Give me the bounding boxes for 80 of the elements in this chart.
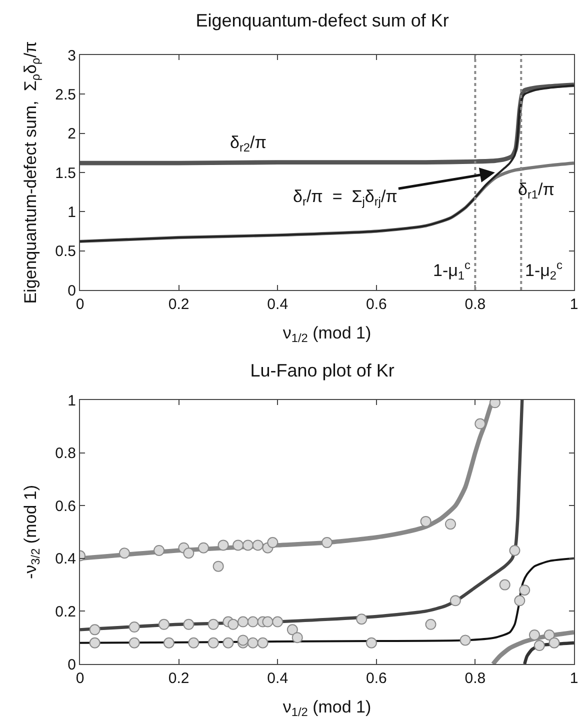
point bbox=[252, 540, 264, 551]
point bbox=[89, 624, 100, 636]
point bbox=[128, 622, 140, 633]
point bbox=[158, 618, 170, 630]
point bbox=[247, 637, 258, 648]
point bbox=[238, 616, 249, 628]
point bbox=[89, 637, 100, 648]
point bbox=[544, 629, 555, 640]
y-tick-label: 0.2 bbox=[55, 603, 76, 620]
annotation: δ$_{r2}$/π bbox=[230, 133, 266, 155]
point bbox=[232, 540, 244, 551]
line-series bbox=[80, 84, 574, 242]
x-tick-label: 0.6 bbox=[366, 296, 387, 313]
point bbox=[548, 637, 560, 648]
y-tick-label: 0.6 bbox=[55, 498, 76, 515]
x-axis-title: ν$_{1/2}$ (mod 1) bbox=[282, 323, 372, 345]
point bbox=[198, 542, 209, 554]
y-tick-label: 2 bbox=[68, 126, 76, 143]
x-tick-label: 0.2 bbox=[168, 670, 190, 687]
y-tick-label: 2.5 bbox=[55, 86, 76, 104]
point bbox=[509, 544, 520, 556]
point bbox=[528, 629, 540, 640]
x-tick-label: 0.4 bbox=[267, 670, 288, 687]
point bbox=[154, 544, 165, 556]
y-tick-label: 0.8 bbox=[55, 445, 76, 462]
point bbox=[425, 618, 436, 630]
point bbox=[128, 637, 140, 648]
y-tick-label: 0.5 bbox=[55, 243, 76, 260]
x-tick-label: 0.2 bbox=[168, 296, 190, 313]
point bbox=[218, 540, 229, 551]
x-tick-label: 0.8 bbox=[464, 296, 486, 313]
point bbox=[208, 618, 219, 630]
point bbox=[514, 595, 526, 606]
x-tick-label: 0.4 bbox=[267, 296, 288, 313]
line-series bbox=[490, 630, 574, 664]
point bbox=[445, 518, 456, 530]
point bbox=[499, 579, 510, 590]
x-tick-label: 0.6 bbox=[366, 670, 387, 687]
point bbox=[292, 632, 303, 644]
x-tick-label: 1 bbox=[570, 670, 578, 687]
point bbox=[242, 540, 254, 551]
x-axis-title: ν$_{1/2}$ (mod 1) bbox=[282, 697, 372, 719]
point bbox=[267, 537, 278, 548]
point bbox=[212, 560, 224, 572]
point bbox=[238, 634, 249, 646]
y-tick-label: 1.5 bbox=[55, 164, 76, 182]
y-tick-label: 1 bbox=[68, 392, 76, 410]
point bbox=[450, 595, 461, 606]
point bbox=[163, 637, 174, 648]
y-tick-label: 1 bbox=[68, 204, 76, 221]
point bbox=[460, 634, 471, 646]
point bbox=[474, 418, 486, 430]
point bbox=[183, 618, 194, 630]
annotation: δ$_{r}$/π = Σ$_{j}$δ$_{rj}$/π bbox=[293, 187, 398, 209]
point bbox=[534, 640, 545, 652]
point bbox=[188, 637, 200, 648]
point bbox=[519, 584, 530, 596]
point bbox=[228, 618, 239, 630]
chart-title: Lu-Fano plot of Kr bbox=[250, 360, 394, 380]
y-tick-label: 0.4 bbox=[55, 550, 76, 568]
point bbox=[356, 614, 368, 625]
y-tick-label: 3 bbox=[68, 47, 76, 64]
point bbox=[257, 637, 268, 648]
x-tick-label: 1 bbox=[570, 296, 578, 313]
point bbox=[222, 637, 234, 648]
point bbox=[208, 637, 219, 648]
point bbox=[272, 616, 284, 628]
point bbox=[262, 616, 274, 628]
chart-title: Eigenquantum-defect sum of Kr bbox=[196, 10, 449, 30]
point bbox=[420, 516, 432, 527]
y-tick-label: 0 bbox=[68, 656, 76, 674]
annotation: δ$_{r1}$/π bbox=[518, 180, 554, 202]
x-tick-label: 0.8 bbox=[464, 670, 486, 687]
point bbox=[286, 624, 298, 636]
point bbox=[366, 637, 377, 648]
point bbox=[183, 548, 194, 559]
point bbox=[322, 537, 332, 548]
y-tick-label: 0 bbox=[68, 282, 76, 300]
point bbox=[118, 548, 130, 559]
point bbox=[247, 616, 258, 628]
